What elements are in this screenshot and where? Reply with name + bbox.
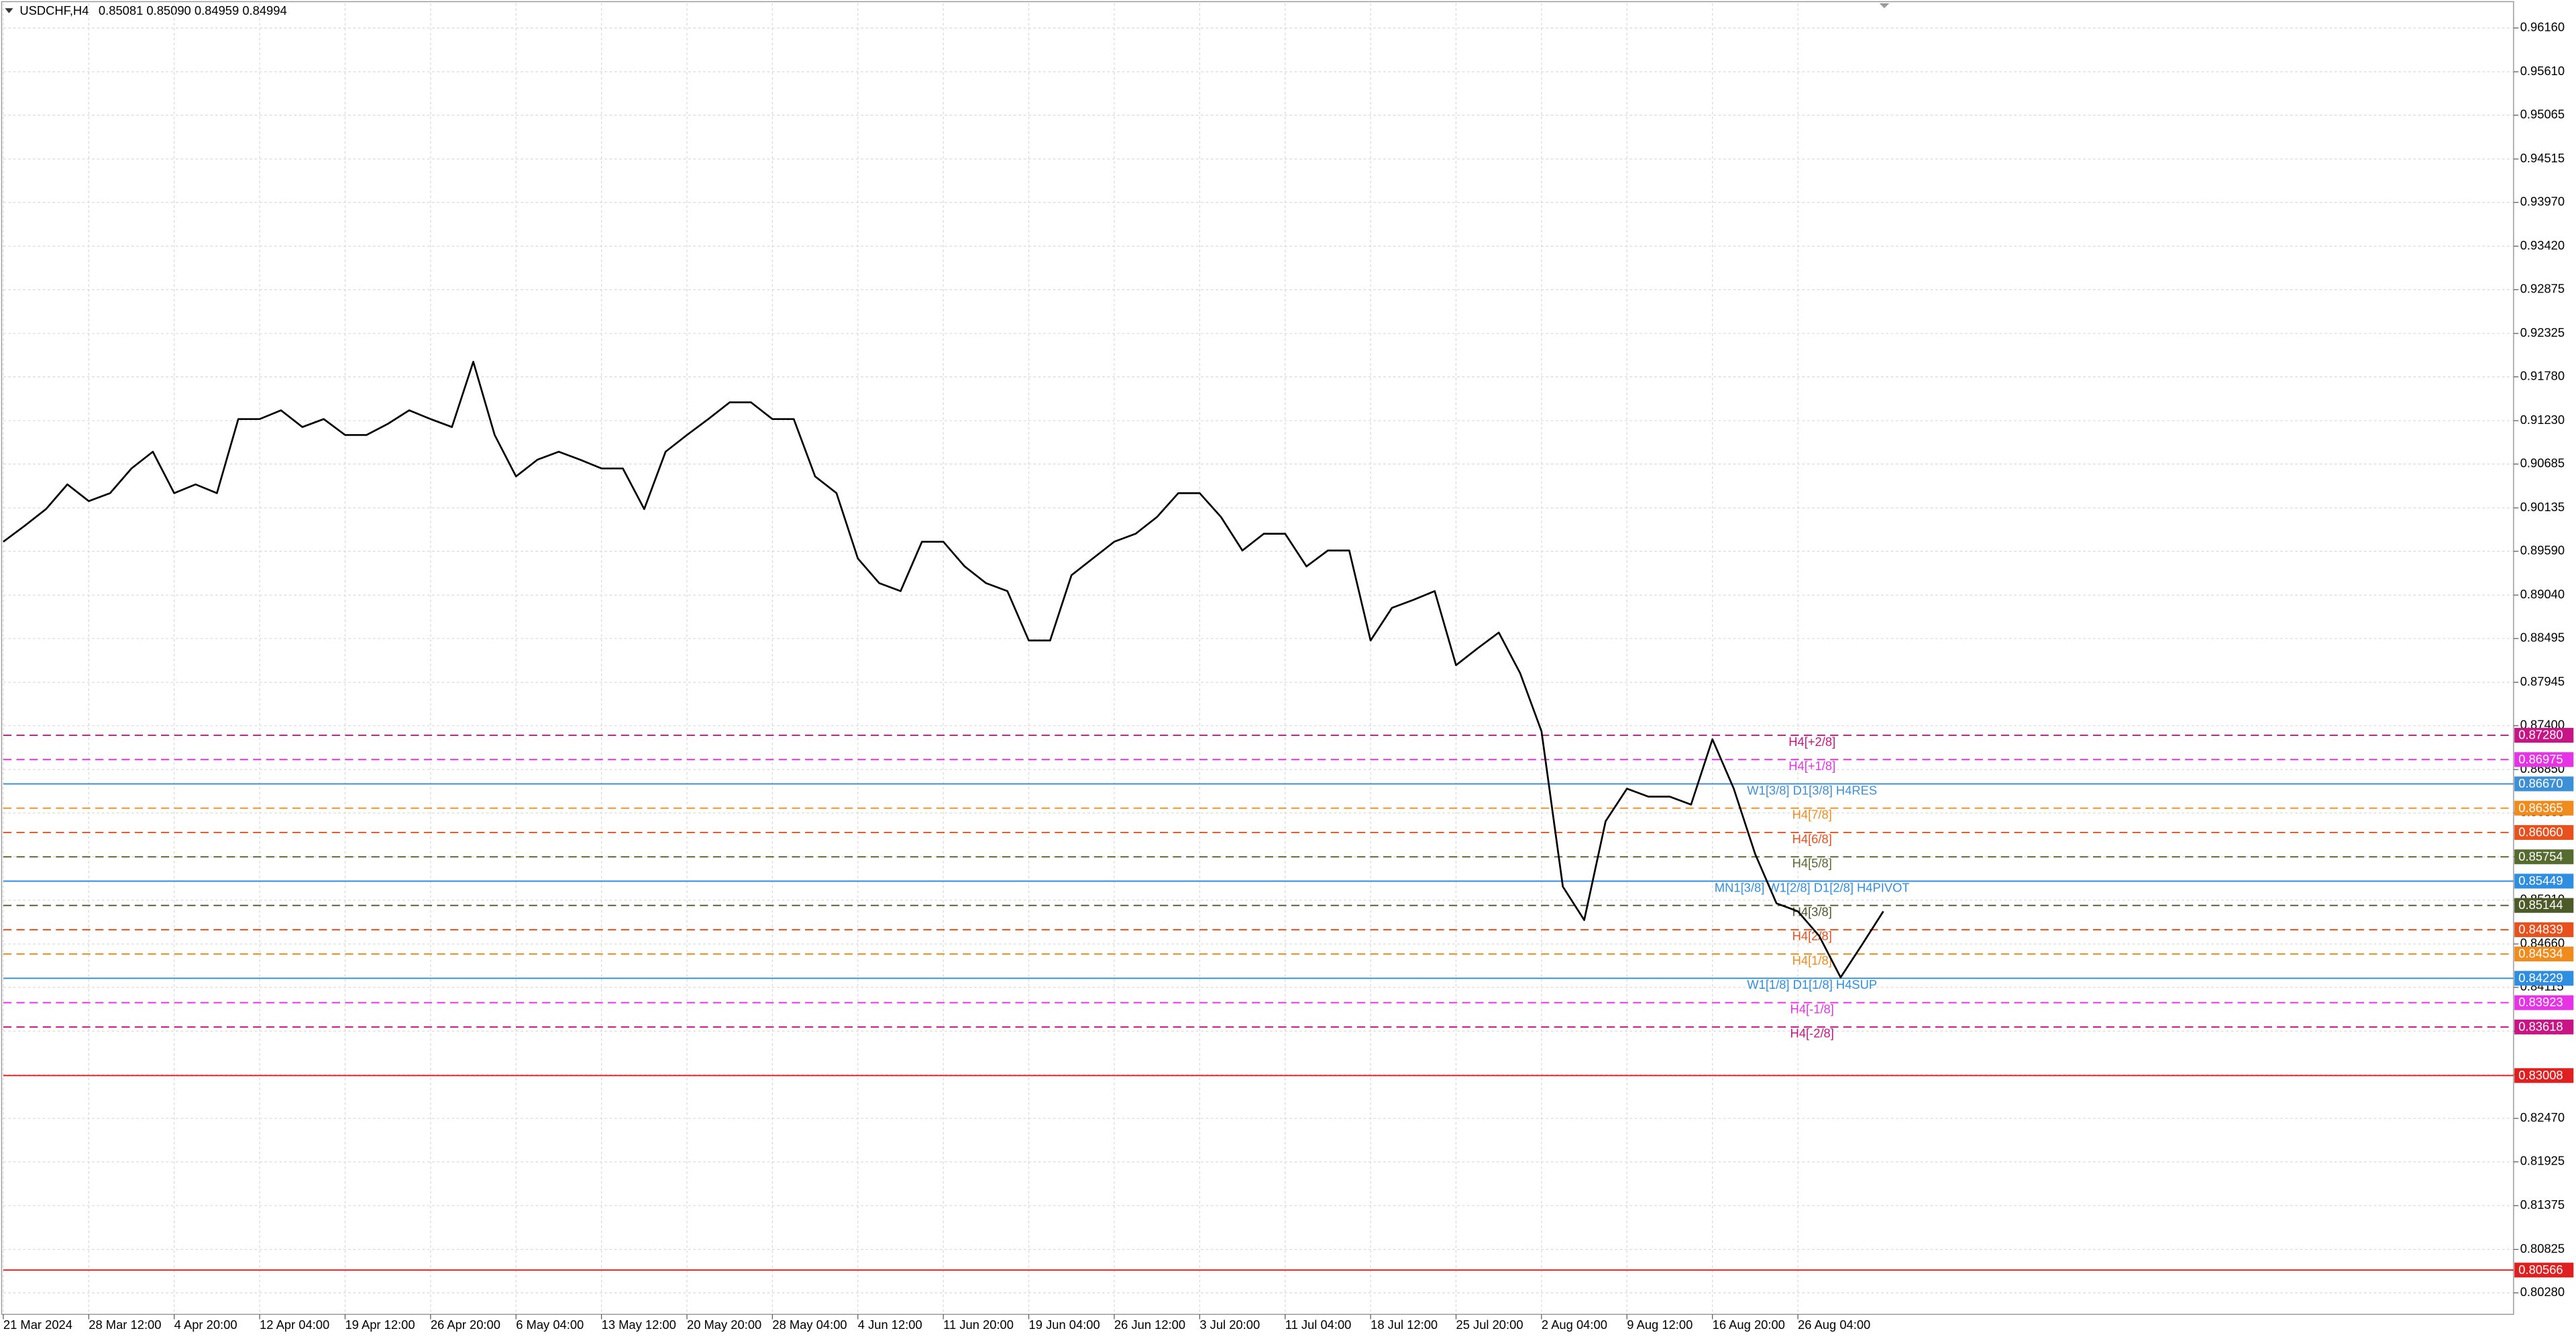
- price-box-label: 0.84534: [2518, 947, 2563, 961]
- price-box-label: 0.86670: [2518, 776, 2563, 790]
- y-tick-label: 0.90685: [2520, 456, 2565, 470]
- level-label: H4[5/8]: [1792, 856, 1832, 870]
- x-tick-label: 3 Jul 20:00: [1199, 1318, 1260, 1332]
- price-box: [2514, 1068, 2574, 1083]
- y-tick-label: 0.90135: [2520, 500, 2565, 514]
- level-label: H4[-2/8]: [1790, 1026, 1834, 1040]
- y-tick-label: 0.95065: [2520, 107, 2565, 121]
- price-box: [2514, 752, 2574, 767]
- price-box: [2514, 1263, 2574, 1278]
- y-tick-label: 0.91780: [2520, 369, 2565, 383]
- level-label: W1[3/8] D1[3/8] H4RES: [1747, 783, 1877, 797]
- y-tick-label: 0.89040: [2520, 587, 2565, 601]
- y-tick-label: 0.91230: [2520, 413, 2565, 427]
- y-tick-label: 0.93420: [2520, 238, 2565, 252]
- y-tick-label: 0.94515: [2520, 151, 2565, 165]
- price-box: [2514, 728, 2574, 743]
- x-tick-label: 21 Mar 2024: [3, 1318, 72, 1332]
- y-tick-label: 0.88495: [2520, 631, 2565, 645]
- y-tick-label: 0.81925: [2520, 1154, 2565, 1168]
- price-box-label: 0.85449: [2518, 873, 2563, 888]
- price-box: [2514, 947, 2574, 962]
- x-tick-label: 11 Jul 04:00: [1285, 1318, 1352, 1332]
- x-tick-label: 12 Apr 04:00: [260, 1318, 329, 1332]
- price-box: [2514, 995, 2574, 1010]
- y-tick-label: 0.80280: [2520, 1285, 2565, 1299]
- price-box: [2514, 1019, 2574, 1034]
- x-tick-label: 18 Jul 12:00: [1371, 1318, 1438, 1332]
- x-tick-label: 6 May 04:00: [516, 1318, 584, 1332]
- grid: [3, 3, 2514, 1315]
- level-label: H4[7/8]: [1792, 808, 1832, 822]
- price-box-label: 0.83618: [2518, 1019, 2563, 1033]
- x-tick-label: 28 May 04:00: [772, 1318, 847, 1332]
- level-label: H4[2/8]: [1792, 929, 1832, 943]
- price-box-label: 0.83008: [2518, 1068, 2563, 1082]
- y-tick-label: 0.81375: [2520, 1197, 2565, 1212]
- y-tick-label: 0.92325: [2520, 325, 2565, 339]
- x-tick-label: 28 Mar 12:00: [89, 1318, 161, 1332]
- price-line: [3, 360, 1884, 979]
- price-box: [2514, 824, 2574, 840]
- chart-subtitle: 0.85081 0.85090 0.84959 0.84994: [99, 3, 287, 17]
- x-tick-label: 16 Aug 20:00: [1713, 1318, 1785, 1332]
- y-tick-label: 0.95610: [2520, 64, 2565, 78]
- price-box-label: 0.87280: [2518, 728, 2563, 742]
- x-tick-label: 4 Apr 20:00: [174, 1318, 237, 1332]
- level-label: H4[+2/8]: [1788, 735, 1835, 749]
- x-tick-label: 13 May 12:00: [602, 1318, 676, 1332]
- x-tick-label: 19 Apr 12:00: [345, 1318, 415, 1332]
- x-tick-label: 2 Aug 04:00: [1542, 1318, 1607, 1332]
- y-tick-label: 0.92875: [2520, 282, 2565, 296]
- level-label: H4[-1/8]: [1790, 1002, 1834, 1016]
- level-label: MN1[3/8] W1[2/8] D1[2/8] H4PIVOT: [1715, 880, 1910, 894]
- y-tick-label: 0.84660: [2520, 936, 2565, 950]
- price-box: [2514, 971, 2574, 986]
- menu-icon[interactable]: [5, 8, 13, 13]
- y-tick-label: 0.89590: [2520, 543, 2565, 557]
- price-box: [2514, 800, 2574, 816]
- x-tick-label: 26 Jun 12:00: [1114, 1318, 1185, 1332]
- x-tick-label: 4 Jun 12:00: [858, 1318, 922, 1332]
- price-box-label: 0.85754: [2518, 849, 2563, 863]
- y-tick-label: 0.87945: [2520, 674, 2565, 688]
- price-box: [2514, 922, 2574, 937]
- x-tick-label: 26 Apr 20:00: [431, 1318, 500, 1332]
- x-tick-label: 11 Jun 20:00: [943, 1318, 1014, 1332]
- level-label: H4[1/8]: [1792, 953, 1832, 967]
- price-box-label: 0.86060: [2518, 824, 2563, 839]
- price-box-label: 0.84839: [2518, 922, 2563, 936]
- level-label: H4[+1/8]: [1788, 759, 1835, 773]
- x-tick-label: 20 May 20:00: [687, 1318, 761, 1332]
- x-tick-label: 26 Aug 04:00: [1798, 1318, 1870, 1332]
- price-box: [2514, 873, 2574, 889]
- price-box-label: 0.86365: [2518, 800, 2563, 814]
- level-label: H4[6/8]: [1792, 832, 1832, 846]
- x-tick-label: 9 Aug 12:00: [1627, 1318, 1693, 1332]
- chart-title: USDCHF,H4: [19, 3, 89, 17]
- y-tick-label: 0.82470: [2520, 1110, 2565, 1124]
- x-tick-label: 25 Jul 20:00: [1456, 1318, 1523, 1332]
- x-tick-label: 19 Jun 04:00: [1029, 1318, 1100, 1332]
- price-box: [2514, 849, 2574, 865]
- price-box: [2514, 898, 2574, 913]
- price-box-label: 0.85144: [2518, 898, 2563, 912]
- price-box-label: 0.84229: [2518, 971, 2563, 985]
- plot-frame: [1, 1, 2514, 1315]
- price-box-label: 0.86975: [2518, 752, 2563, 766]
- y-tick-label: 0.93970: [2520, 195, 2565, 209]
- price-box-label: 0.80566: [2518, 1263, 2563, 1277]
- shift-marker[interactable]: [1879, 3, 1890, 9]
- price-box-label: 0.83923: [2518, 995, 2563, 1009]
- y-tick-label: 0.80825: [2520, 1241, 2565, 1255]
- price-box: [2514, 776, 2574, 792]
- level-label: W1[1/8] D1[1/8] H4SUP: [1747, 977, 1877, 992]
- y-tick-label: 0.96160: [2520, 20, 2565, 34]
